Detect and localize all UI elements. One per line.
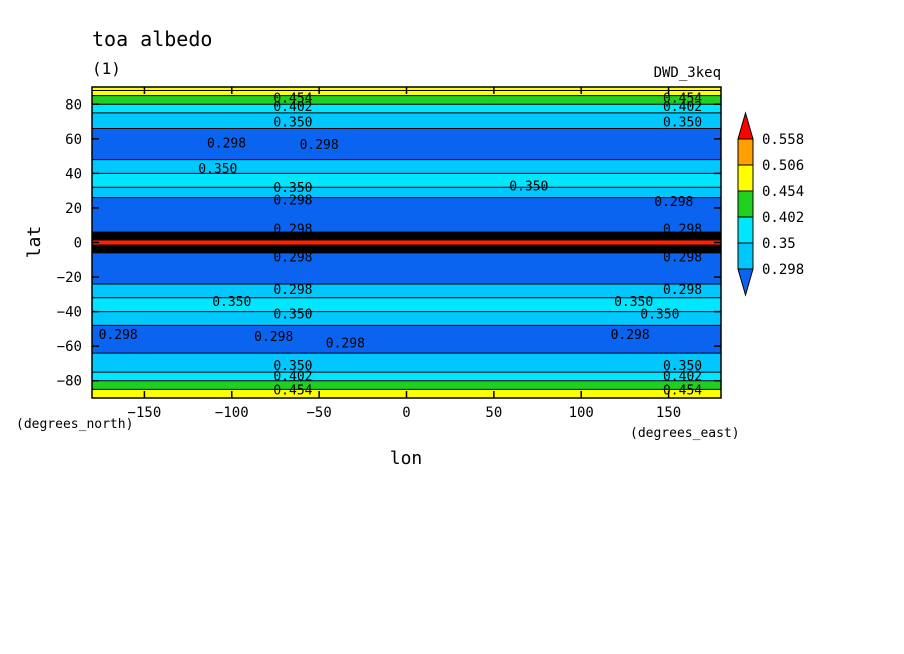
contour-fill-bands (92, 87, 721, 398)
contour-label-13: 0.298 (99, 328, 138, 343)
contour-label-26: 0.298 (663, 283, 702, 298)
contour-label-7: 0.298 (273, 193, 312, 208)
contour-label-25: 0.298 (663, 250, 702, 265)
x-tick-label-6: 150 (656, 405, 681, 421)
x-axis-ticks: −150 −100 −50 0 50 100 150 (128, 87, 681, 421)
x-tick-label-2: −50 (306, 405, 331, 421)
contour-label-27: 0.350 (614, 295, 653, 310)
y-tick-label-7: −60 (57, 339, 82, 355)
contour-band-7 (92, 173, 721, 188)
contour-label-18: 0.454 (273, 383, 312, 398)
contour-label-19: 0.454 (663, 91, 702, 106)
contour-label-17: 0.402 (273, 370, 312, 385)
y-units-label: (degrees_north) (16, 417, 133, 432)
contour-label-21: 0.350 (663, 116, 702, 131)
colorbar-segment-1 (737, 164, 754, 192)
y-tick-label-2: 40 (65, 166, 82, 182)
contour-label-4: 0.298 (300, 138, 339, 153)
colorbar-extend-max (737, 111, 754, 140)
contour-band-8 (92, 187, 721, 198)
y-tick-label-4: 0 (74, 236, 82, 252)
contour-band-11 (92, 252, 721, 284)
contour-band-14 (92, 311, 721, 326)
x-tick-label-1: −100 (215, 405, 249, 421)
colorbar-label-0: 0.558 (762, 132, 804, 148)
contour-label-22: 0.350 (509, 179, 548, 194)
contour-label-28: 0.350 (640, 307, 679, 322)
colorbar-segment-2 (737, 190, 754, 218)
contour-band-12 (92, 283, 721, 298)
contour-label-2: 0.350 (273, 116, 312, 131)
contour-label-0: 0.454 (273, 91, 312, 106)
y-tick-label-8: −80 (57, 374, 82, 390)
contour-label-11: 0.350 (212, 295, 251, 310)
colorbar-segment-4 (737, 242, 754, 270)
plot-title: toa albedo (92, 27, 212, 51)
contour-band-15 (92, 325, 721, 354)
contour-band-18 (92, 380, 721, 390)
contour-label-16: 0.350 (273, 359, 312, 374)
contour-band-5 (92, 128, 721, 160)
y-axis-ticks: 80 60 40 20 0 −20 −40 −60 −80 (57, 97, 721, 390)
contour-band-9 (92, 197, 721, 233)
x-units-label: (degrees_east) (630, 426, 740, 441)
contour-label-29: 0.298 (611, 328, 650, 343)
y-tick-label-5: −20 (57, 270, 82, 286)
contour-lines (92, 89, 721, 390)
contour-label-5: 0.350 (198, 162, 237, 177)
x-tick-label-5: 100 (569, 405, 594, 421)
contour-band-4 (92, 112, 721, 129)
contour-band-3 (92, 104, 721, 113)
contour-label-9: 0.298 (273, 250, 312, 265)
y-tick-label-0: 80 (65, 97, 82, 113)
contour-band-2 (92, 95, 721, 105)
colorbar-label-4: 0.35 (762, 236, 796, 252)
contour-label-20: 0.402 (663, 100, 702, 115)
colorbar-segment-0 (737, 138, 754, 166)
y-tick-label-6: −40 (57, 305, 82, 321)
plot-subtitle: (1) (92, 59, 121, 78)
contour-label-14: 0.298 (254, 330, 293, 345)
x-tick-label-3: 0 (402, 405, 410, 421)
contour-label-10: 0.298 (273, 283, 312, 298)
contour-label-31: 0.402 (663, 370, 702, 385)
y-tick-label-3: 20 (65, 201, 82, 217)
contour-label-3: 0.298 (207, 136, 246, 151)
contour-label-24: 0.298 (663, 223, 702, 238)
y-axis-label: lat (24, 226, 45, 259)
contour-label-12: 0.350 (273, 307, 312, 322)
x-tick-label-4: 50 (485, 405, 502, 421)
colorbar-label-1: 0.506 (762, 158, 804, 174)
contour-band-16 (92, 353, 721, 373)
contour-label-1: 0.402 (273, 100, 312, 115)
y-tick-label-1: 60 (65, 132, 82, 148)
colorbar-label-2: 0.454 (762, 184, 804, 200)
colorbar-label-3: 0.402 (762, 210, 804, 226)
contour-label-6: 0.350 (273, 181, 312, 196)
contour-band-6 (92, 159, 721, 174)
equatorial-maximum-band (92, 240, 721, 245)
colorbar-label-5: 0.298 (762, 262, 804, 278)
contour-band-13 (92, 297, 721, 312)
dataset-label: DWD_3keq (654, 65, 721, 81)
x-axis-label: lon (390, 448, 423, 469)
colorbar-extend-min (737, 268, 754, 297)
contour-label-32: 0.454 (663, 383, 702, 398)
contour-band-17 (92, 372, 721, 381)
contour-label-15: 0.298 (326, 337, 365, 352)
colorbar: 0.558 0.506 0.454 0.402 0.35 0.298 (737, 111, 804, 297)
contour-label-23: 0.298 (654, 195, 693, 210)
contour-label-30: 0.350 (663, 359, 702, 374)
colorbar-segment-3 (737, 216, 754, 244)
x-tick-label-0: −150 (128, 405, 162, 421)
contour-label-8: 0.298 (273, 223, 312, 238)
